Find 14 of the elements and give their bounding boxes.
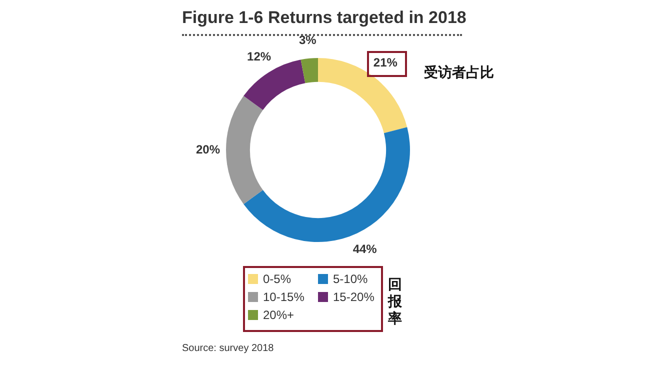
legend-label: 0-5% (262, 272, 292, 286)
legend-label: 15-20% (332, 290, 376, 304)
chart-title: Figure 1-6 Returns targeted in 2018 (182, 8, 466, 28)
legend-label: 10-15% (262, 290, 306, 304)
data-label: 12% (247, 49, 272, 64)
text: 回报率 (388, 276, 403, 327)
data-label: 20% (196, 142, 220, 156)
source-note: Source: survey 2018 (182, 343, 274, 354)
legend-label: 5-10% (332, 272, 369, 286)
data-label: 3% (298, 32, 317, 47)
data-label: 21% (373, 55, 398, 70)
data-label: 44% (352, 242, 378, 256)
legend-label: 20%+ (262, 308, 296, 322)
text: 受访者占比 (424, 64, 494, 82)
